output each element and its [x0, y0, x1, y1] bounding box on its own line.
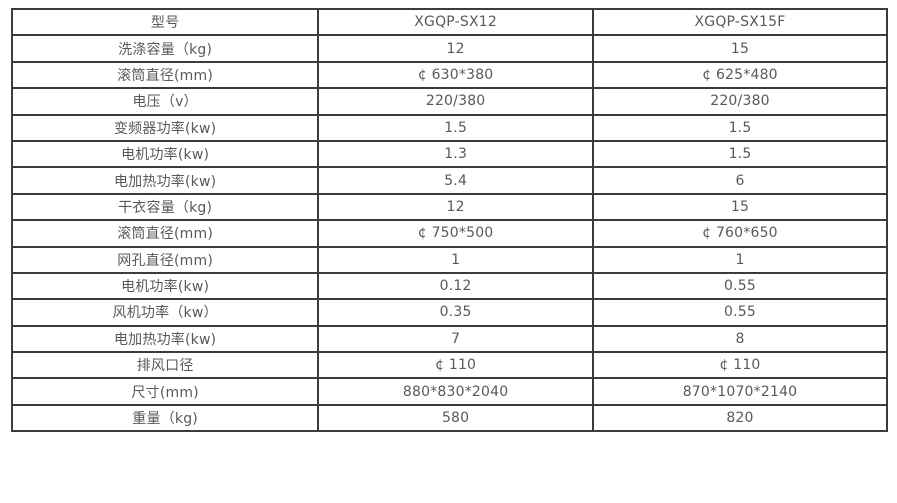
model-1-value-cell: 1.5 — [317, 113, 594, 142]
table-header-row: 型号 XGQP-SX12 XGQP-SX15F — [10, 7, 888, 37]
model-1-value-cell: 0.12 — [317, 271, 594, 301]
spec-label-cell: 风机功率（kw） — [10, 298, 320, 327]
model-1-value-cell: 0.35 — [317, 298, 594, 327]
model-2-value-cell: 1.5 — [592, 113, 888, 142]
model-1-value-cell: 580 — [317, 403, 594, 433]
spec-label-cell: 电加热功率(kw) — [10, 324, 320, 354]
table-row: 电加热功率(kw) 5.4 6 — [10, 166, 888, 195]
model-1-value-cell: ¢ 630*380 — [317, 60, 594, 90]
model-1-value-cell: 220/380 — [317, 87, 594, 116]
model-2-value-cell: 15 — [592, 34, 888, 63]
model-2-value-cell: 8 — [592, 324, 888, 354]
model-2-value-cell: 870*1070*2140 — [592, 377, 888, 406]
spec-table: 型号 XGQP-SX12 XGQP-SX15F 洗涤容量（kg) 12 15 滚筒直径… — [10, 7, 888, 433]
model-1-value-cell: ¢ 110 — [317, 351, 594, 380]
table-row: 重量（kg) 580 820 — [10, 403, 888, 433]
model-2-value-cell: ¢ 110 — [592, 351, 888, 380]
spec-label-cell: 电机功率(kw) — [10, 271, 320, 301]
table-row: 滚筒直径(mm) ¢ 630*380 ¢ 625*480 — [10, 60, 888, 90]
table-row: 排风口径 ¢ 110 ¢ 110 — [10, 351, 888, 380]
model-1-value-cell: 1.3 — [317, 139, 594, 169]
table-row: 电机功率(kw) 1.3 1.5 — [10, 139, 888, 169]
model-2-value-cell: 0.55 — [592, 298, 888, 327]
table-row: 电加热功率(kw) 7 8 — [10, 324, 888, 354]
model-1-value-cell: 12 — [317, 34, 594, 63]
spec-label-cell: 排风口径 — [10, 351, 320, 380]
model-2-value-cell: 6 — [592, 166, 888, 195]
spec-label-cell: 电压（v） — [10, 87, 320, 116]
spec-label-cell: 电机功率(kw) — [10, 139, 320, 169]
model-2-value-cell: 1 — [592, 245, 888, 274]
model-2-value-cell: 15 — [592, 192, 888, 222]
model-2-value-cell: 0.55 — [592, 271, 888, 301]
spec-label-cell: 电加热功率(kw) — [10, 166, 320, 195]
spec-label-cell: 网孔直径(mm) — [10, 245, 320, 274]
model-2-header-cell: XGQP-SX15F — [592, 7, 888, 37]
table-row: 风机功率（kw） 0.35 0.55 — [10, 298, 888, 327]
model-1-value-cell: 12 — [317, 192, 594, 222]
table-row: 尺寸(mm) 880*830*2040 870*1070*2140 — [10, 377, 888, 406]
table-row: 电压（v） 220/380 220/380 — [10, 87, 888, 116]
table-row: 变频器功率(kw) 1.5 1.5 — [10, 113, 888, 142]
spec-label-cell: 干衣容量（kg) — [10, 192, 320, 222]
model-1-value-cell: ¢ 750*500 — [317, 219, 594, 248]
table-row: 洗涤容量（kg) 12 15 — [10, 34, 888, 63]
model-1-value-cell: 1 — [317, 245, 594, 274]
spec-label-cell: 尺寸(mm) — [10, 377, 320, 406]
model-2-value-cell: ¢ 625*480 — [592, 60, 888, 90]
model-1-value-cell: 7 — [317, 324, 594, 354]
spec-label-cell: 滚筒直径(mm) — [10, 60, 320, 90]
table-row: 干衣容量（kg) 12 15 — [10, 192, 888, 222]
model-2-value-cell: 1.5 — [592, 139, 888, 169]
spec-label-cell: 滚筒直径(mm) — [10, 219, 320, 248]
model-2-value-cell: ¢ 760*650 — [592, 219, 888, 248]
spec-label-cell: 洗涤容量（kg) — [10, 34, 320, 63]
model-label-cell: 型号 — [10, 7, 320, 37]
model-1-header-cell: XGQP-SX12 — [317, 7, 594, 37]
spec-label-cell: 重量（kg) — [10, 403, 320, 433]
model-2-value-cell: 220/380 — [592, 87, 888, 116]
page: 型号 XGQP-SX12 XGQP-SX15F 洗涤容量（kg) 12 15 滚筒直径… — [0, 7, 897, 503]
spec-label-cell: 变频器功率(kw) — [10, 113, 320, 142]
table-row: 滚筒直径(mm) ¢ 750*500 ¢ 760*650 — [10, 219, 888, 248]
table-row: 电机功率(kw) 0.12 0.55 — [10, 271, 888, 301]
spec-table-body: 洗涤容量（kg) 12 15 滚筒直径(mm) ¢ 630*380 ¢ 625*480 电压… — [10, 34, 888, 433]
table-row: 网孔直径(mm) 1 1 — [10, 245, 888, 274]
model-1-value-cell: 5.4 — [317, 166, 594, 195]
model-1-value-cell: 880*830*2040 — [317, 377, 594, 406]
model-2-value-cell: 820 — [592, 403, 888, 433]
